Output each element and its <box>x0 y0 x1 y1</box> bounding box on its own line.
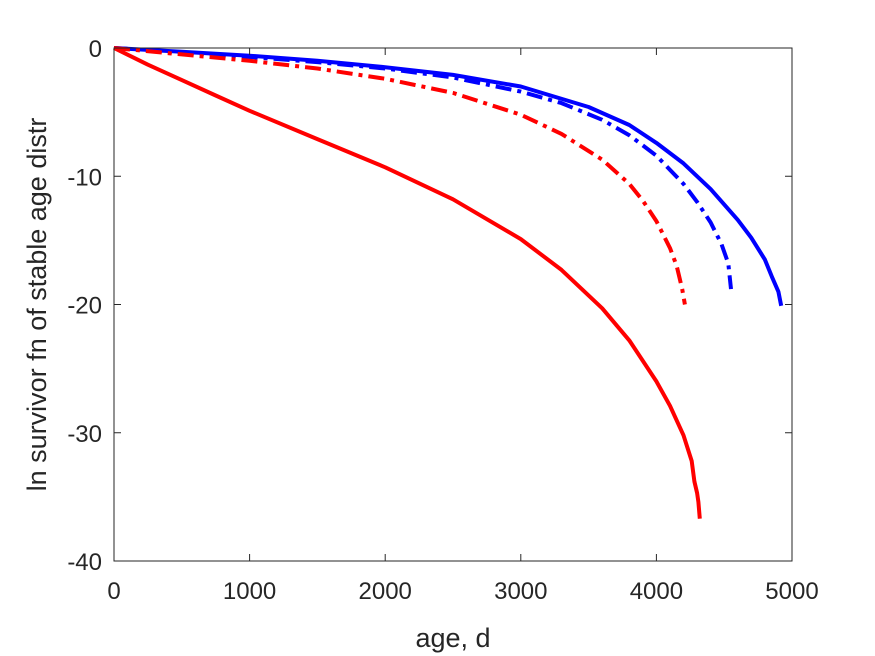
series-line <box>113 46 687 305</box>
series-line <box>113 46 702 519</box>
x-tick-label: 4000 <box>630 578 683 605</box>
x-tick-label: 1000 <box>223 578 276 605</box>
series-line <box>113 46 733 290</box>
x-tick-label: 2000 <box>359 578 412 605</box>
y-tick-label: -40 <box>67 549 102 576</box>
y-tick-label: -10 <box>67 164 102 191</box>
x-tick-label: 5000 <box>765 578 818 605</box>
x-tick-label: 3000 <box>494 578 547 605</box>
series-layer <box>113 46 784 519</box>
y-tick-label: 0 <box>89 36 102 63</box>
y-axis-label: ln survivor fn of stable age distr <box>22 118 52 492</box>
y-tick-label: -30 <box>67 421 102 448</box>
tick-layer: 0 1000 2000 3000 4000 5000 0 -10 -20 -30 -40 <box>67 36 818 605</box>
x-axis-label: age, d <box>415 623 490 653</box>
plot-area <box>114 48 792 561</box>
y-tick-label: -20 <box>67 293 102 320</box>
x-tick-label: 0 <box>107 578 120 605</box>
